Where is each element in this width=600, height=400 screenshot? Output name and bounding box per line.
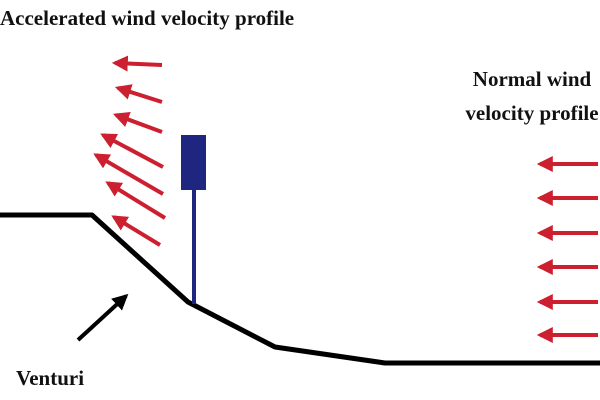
venturi-label: Venturi — [16, 366, 85, 390]
accel-arrow — [111, 55, 163, 72]
turbine-nacelle — [181, 135, 206, 190]
terrain-line — [0, 212, 600, 366]
accel-arrow — [93, 153, 165, 196]
accel-arrow — [105, 181, 167, 220]
accel-arrow — [100, 133, 164, 169]
accel-arrow — [114, 84, 163, 104]
pointer-arrow-icon — [76, 293, 129, 342]
accel-arrow — [111, 215, 162, 247]
turbine-mast — [192, 188, 196, 304]
accelerated-profile-label: Accelerated wind velocity profile — [0, 6, 295, 30]
normal-arrows — [536, 156, 598, 343]
normal-profile-label-line2: velocity profile — [465, 101, 599, 125]
normal-profile-label: Normal wind velocity profile — [452, 62, 600, 130]
normal-profile-label-line1: Normal wind — [472, 67, 592, 91]
accelerated-arrows — [93, 55, 167, 247]
turbine-icon — [181, 135, 206, 304]
accel-arrow — [112, 111, 163, 134]
